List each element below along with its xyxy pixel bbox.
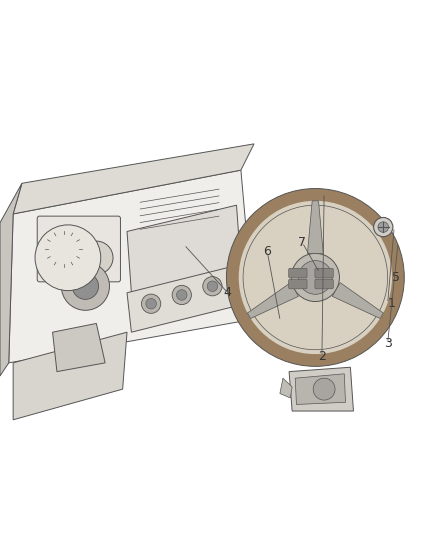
Polygon shape: [295, 374, 346, 405]
Circle shape: [172, 285, 191, 304]
Circle shape: [313, 378, 335, 400]
Polygon shape: [127, 205, 241, 293]
FancyBboxPatch shape: [289, 268, 307, 278]
Circle shape: [239, 201, 392, 354]
Circle shape: [146, 298, 156, 309]
Circle shape: [207, 281, 218, 292]
Text: 4: 4: [224, 286, 232, 300]
Text: 2: 2: [318, 350, 326, 363]
Polygon shape: [280, 378, 292, 398]
Circle shape: [42, 228, 85, 270]
Circle shape: [177, 290, 187, 300]
FancyBboxPatch shape: [289, 279, 307, 289]
Polygon shape: [307, 201, 323, 253]
Circle shape: [72, 273, 99, 300]
FancyBboxPatch shape: [315, 279, 333, 289]
Text: 3: 3: [384, 337, 392, 350]
Circle shape: [299, 261, 332, 294]
Polygon shape: [332, 282, 383, 319]
Circle shape: [35, 225, 101, 290]
Polygon shape: [0, 183, 22, 376]
Polygon shape: [9, 170, 254, 363]
Circle shape: [203, 277, 222, 296]
Polygon shape: [289, 367, 353, 411]
Circle shape: [291, 253, 339, 302]
Circle shape: [226, 189, 404, 366]
Circle shape: [235, 197, 400, 362]
FancyBboxPatch shape: [315, 268, 333, 278]
Polygon shape: [53, 324, 105, 372]
Polygon shape: [127, 266, 237, 332]
Text: 5: 5: [392, 271, 400, 284]
FancyBboxPatch shape: [37, 216, 120, 282]
Polygon shape: [13, 332, 127, 420]
Circle shape: [378, 222, 389, 232]
Text: 6: 6: [263, 245, 271, 257]
Circle shape: [374, 217, 393, 237]
Circle shape: [141, 294, 161, 313]
Text: 1: 1: [388, 297, 396, 310]
Text: 7: 7: [298, 236, 306, 249]
Polygon shape: [13, 144, 254, 214]
Circle shape: [61, 262, 110, 310]
Circle shape: [80, 241, 113, 274]
Polygon shape: [247, 282, 298, 319]
